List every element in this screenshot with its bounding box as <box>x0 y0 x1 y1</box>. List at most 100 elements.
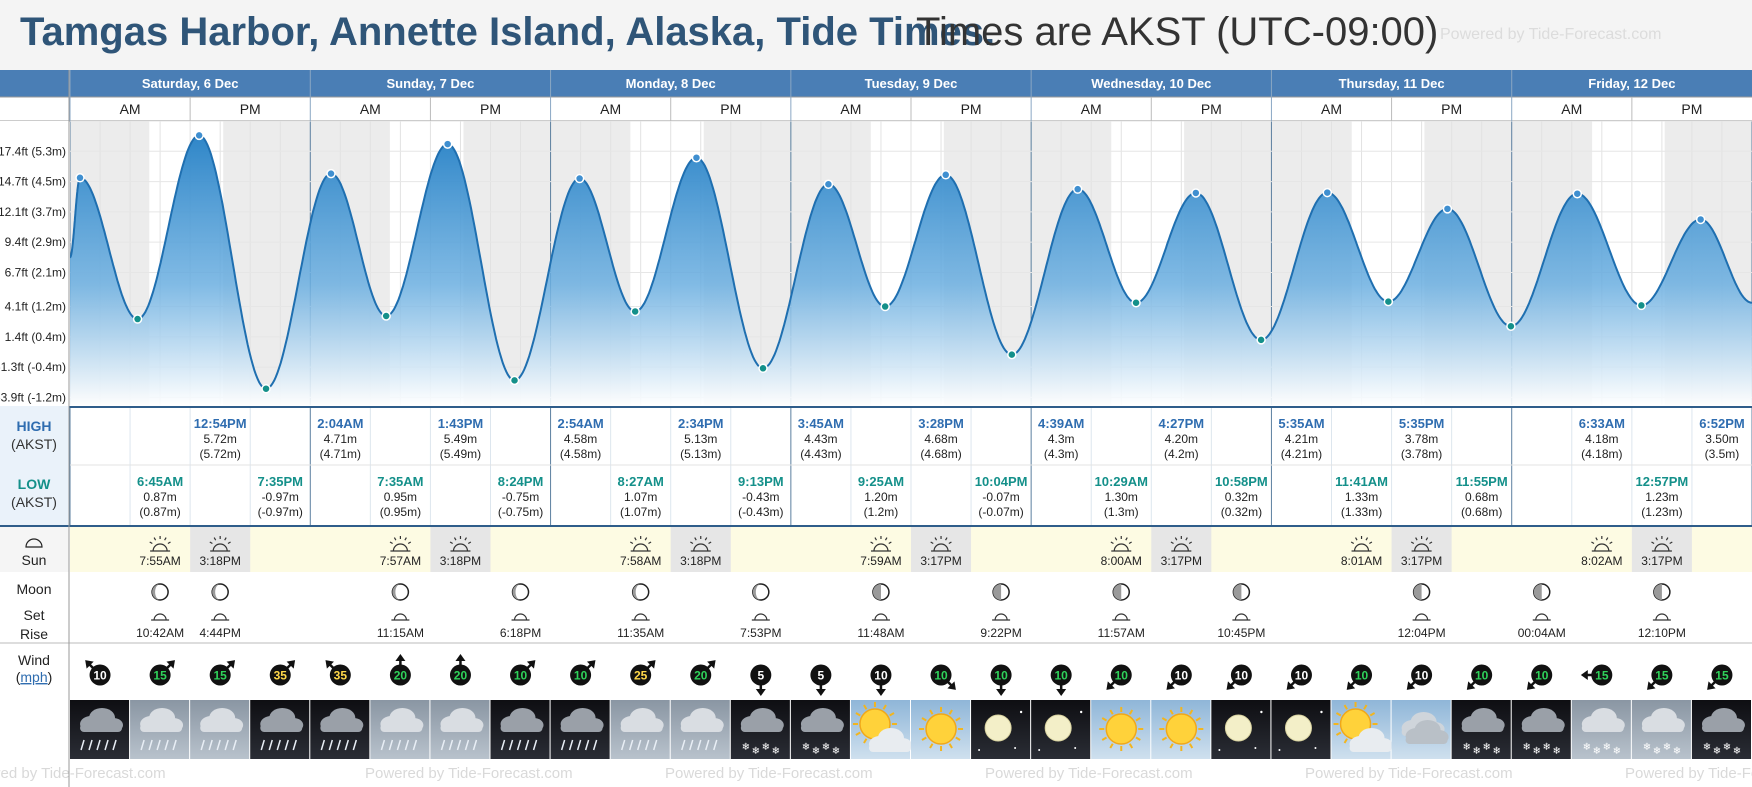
wind-speed: 15 <box>153 669 167 683</box>
low-tide-height: 0.95m <box>384 490 417 504</box>
corner-cell <box>0 70 69 97</box>
high-tide-point[interactable] <box>326 168 336 179</box>
moonrise-icon <box>1652 613 1671 621</box>
sunset-cell <box>1391 527 1452 572</box>
moon-phase-icon <box>1112 583 1130 601</box>
wind-speed: 10 <box>1115 669 1129 683</box>
ampm-label: AM <box>360 101 381 117</box>
high-tide-height: 4.43m <box>804 432 837 446</box>
wind-indicator: 15 <box>209 660 236 686</box>
moon-time: 11:15AM <box>377 626 424 640</box>
low-tide-point[interactable] <box>880 301 890 312</box>
moon-phase-icon <box>631 583 650 601</box>
day-header: Tuesday, 9 Dec <box>865 76 958 91</box>
high-tide-point[interactable] <box>1695 214 1706 225</box>
low-tide-point[interactable] <box>1636 300 1647 311</box>
wind-speed-badge <box>1050 664 1072 686</box>
wind-speed: 10 <box>934 669 948 683</box>
wind-unit-link[interactable]: mph <box>20 669 47 685</box>
wind-speed-badge <box>269 664 291 686</box>
high-tide-point[interactable] <box>1442 204 1453 214</box>
high-tide-point[interactable] <box>1572 188 1583 199</box>
wind-speed-badge <box>690 664 712 686</box>
low-tide-point[interactable] <box>758 363 768 374</box>
wind-speed: 10 <box>1355 669 1369 683</box>
moon-phase-icon <box>1412 583 1431 601</box>
wind-arrow-icon <box>815 684 826 696</box>
low-tide-point[interactable] <box>261 383 271 394</box>
high-tide-point[interactable] <box>691 152 702 163</box>
weather-moon-icon <box>1211 700 1271 759</box>
high-tide-height: 3.50m <box>1705 432 1738 446</box>
low-tide-time: 11:55PM <box>1456 474 1508 489</box>
low-tide-point[interactable] <box>1007 349 1017 360</box>
high-tide-point[interactable] <box>1072 184 1083 194</box>
high-tide-point[interactable] <box>823 179 834 189</box>
low-tide-point[interactable] <box>1506 321 1516 331</box>
wind-indicator: 10 <box>1286 664 1312 690</box>
ampm-label: AM <box>1081 101 1102 117</box>
svg-text:❄: ❄ <box>1613 746 1621 757</box>
wind-speed: 10 <box>874 669 888 683</box>
svg-text:❄: ❄ <box>1482 742 1490 753</box>
low-tide-point[interactable] <box>381 311 391 321</box>
wind-speed: 5 <box>818 669 825 683</box>
weather-snow-day-icon: ❄ ❄ ❄ ❄ <box>1571 700 1631 759</box>
svg-text:❄: ❄ <box>812 746 820 757</box>
y-tick-label: -1.3ft (-0.4m) <box>0 360 66 374</box>
sunrise-icon <box>629 536 652 552</box>
wind-speed-badge <box>1351 664 1373 686</box>
wind-indicator: 15 <box>1647 664 1673 690</box>
svg-text:❄: ❄ <box>1553 746 1561 757</box>
weather-snow-night-icon: ❄ ❄ ❄ ❄ <box>1691 700 1751 759</box>
moonrise-icon <box>1112 613 1131 621</box>
sunset-time: 3:17PM <box>1641 554 1682 568</box>
high-tide-height-alt: (4.18m) <box>1581 447 1622 461</box>
low-tide-height: -0.43m <box>742 490 779 504</box>
low-tide-time: 9:25AM <box>858 474 904 489</box>
y-tick-label: 1.4ft (0.4m) <box>5 330 66 344</box>
moon-label-cell <box>0 572 69 642</box>
plot-bottom-border <box>0 406 1752 408</box>
weather-sun-cloud-icon <box>850 700 912 759</box>
svg-text:❄: ❄ <box>762 742 770 753</box>
weather-sun-icon <box>911 700 971 759</box>
low-tide-point[interactable] <box>1256 335 1266 345</box>
moonrise-icon <box>151 613 170 621</box>
high-tide-point[interactable] <box>940 170 951 180</box>
y-tick-label: 12.1ft (3.7m) <box>0 205 66 219</box>
moon-time: 10:42AM <box>136 626 184 640</box>
wind-indicator: 10 <box>870 664 892 696</box>
high-tide-point[interactable] <box>1191 188 1201 198</box>
high-tide-point[interactable] <box>442 139 453 149</box>
page-title: Tamgas Harbor, Annette Island, Alaska, T… <box>20 10 996 54</box>
high-tide-point[interactable] <box>574 173 585 184</box>
low-tide-height: -0.75m <box>502 490 539 504</box>
footer-watermark: Powered by Tide-Forecast.com <box>1305 765 1513 782</box>
high-tide-point[interactable] <box>75 173 85 183</box>
low-tide-time: 7:35PM <box>257 474 303 489</box>
y-axis-panel <box>0 121 69 405</box>
wind-speed: 10 <box>574 669 588 683</box>
wind-indicator: 15 <box>1580 664 1613 686</box>
moon-time: 10:45PM <box>1217 626 1265 640</box>
sunset-icon <box>1410 536 1433 552</box>
high-tide-point[interactable] <box>194 130 204 141</box>
wind-speed: 10 <box>1295 669 1309 683</box>
high-tide-point[interactable] <box>1322 187 1333 198</box>
high-tide-time: 6:33AM <box>1579 416 1625 431</box>
low-tide-point[interactable] <box>132 314 143 324</box>
low-tide-point[interactable] <box>630 306 640 317</box>
low-tide-point[interactable] <box>1131 298 1141 308</box>
low-tide-time: 11:41AM <box>1335 474 1388 489</box>
wind-row-label: Wind <box>18 652 50 668</box>
wind-indicator: 10 <box>990 664 1012 696</box>
high-tide-height-alt: (3.78m) <box>1401 447 1442 461</box>
sunrise-time: 8:02AM <box>1581 554 1622 568</box>
low-tide-point[interactable] <box>509 375 520 386</box>
sun-top-border <box>0 525 1752 527</box>
svg-text:❄: ❄ <box>742 742 750 753</box>
low-tide-time: 10:58PM <box>1215 474 1268 489</box>
low-tide-point[interactable] <box>1383 296 1394 307</box>
moon-time: 11:57AM <box>1098 626 1145 640</box>
